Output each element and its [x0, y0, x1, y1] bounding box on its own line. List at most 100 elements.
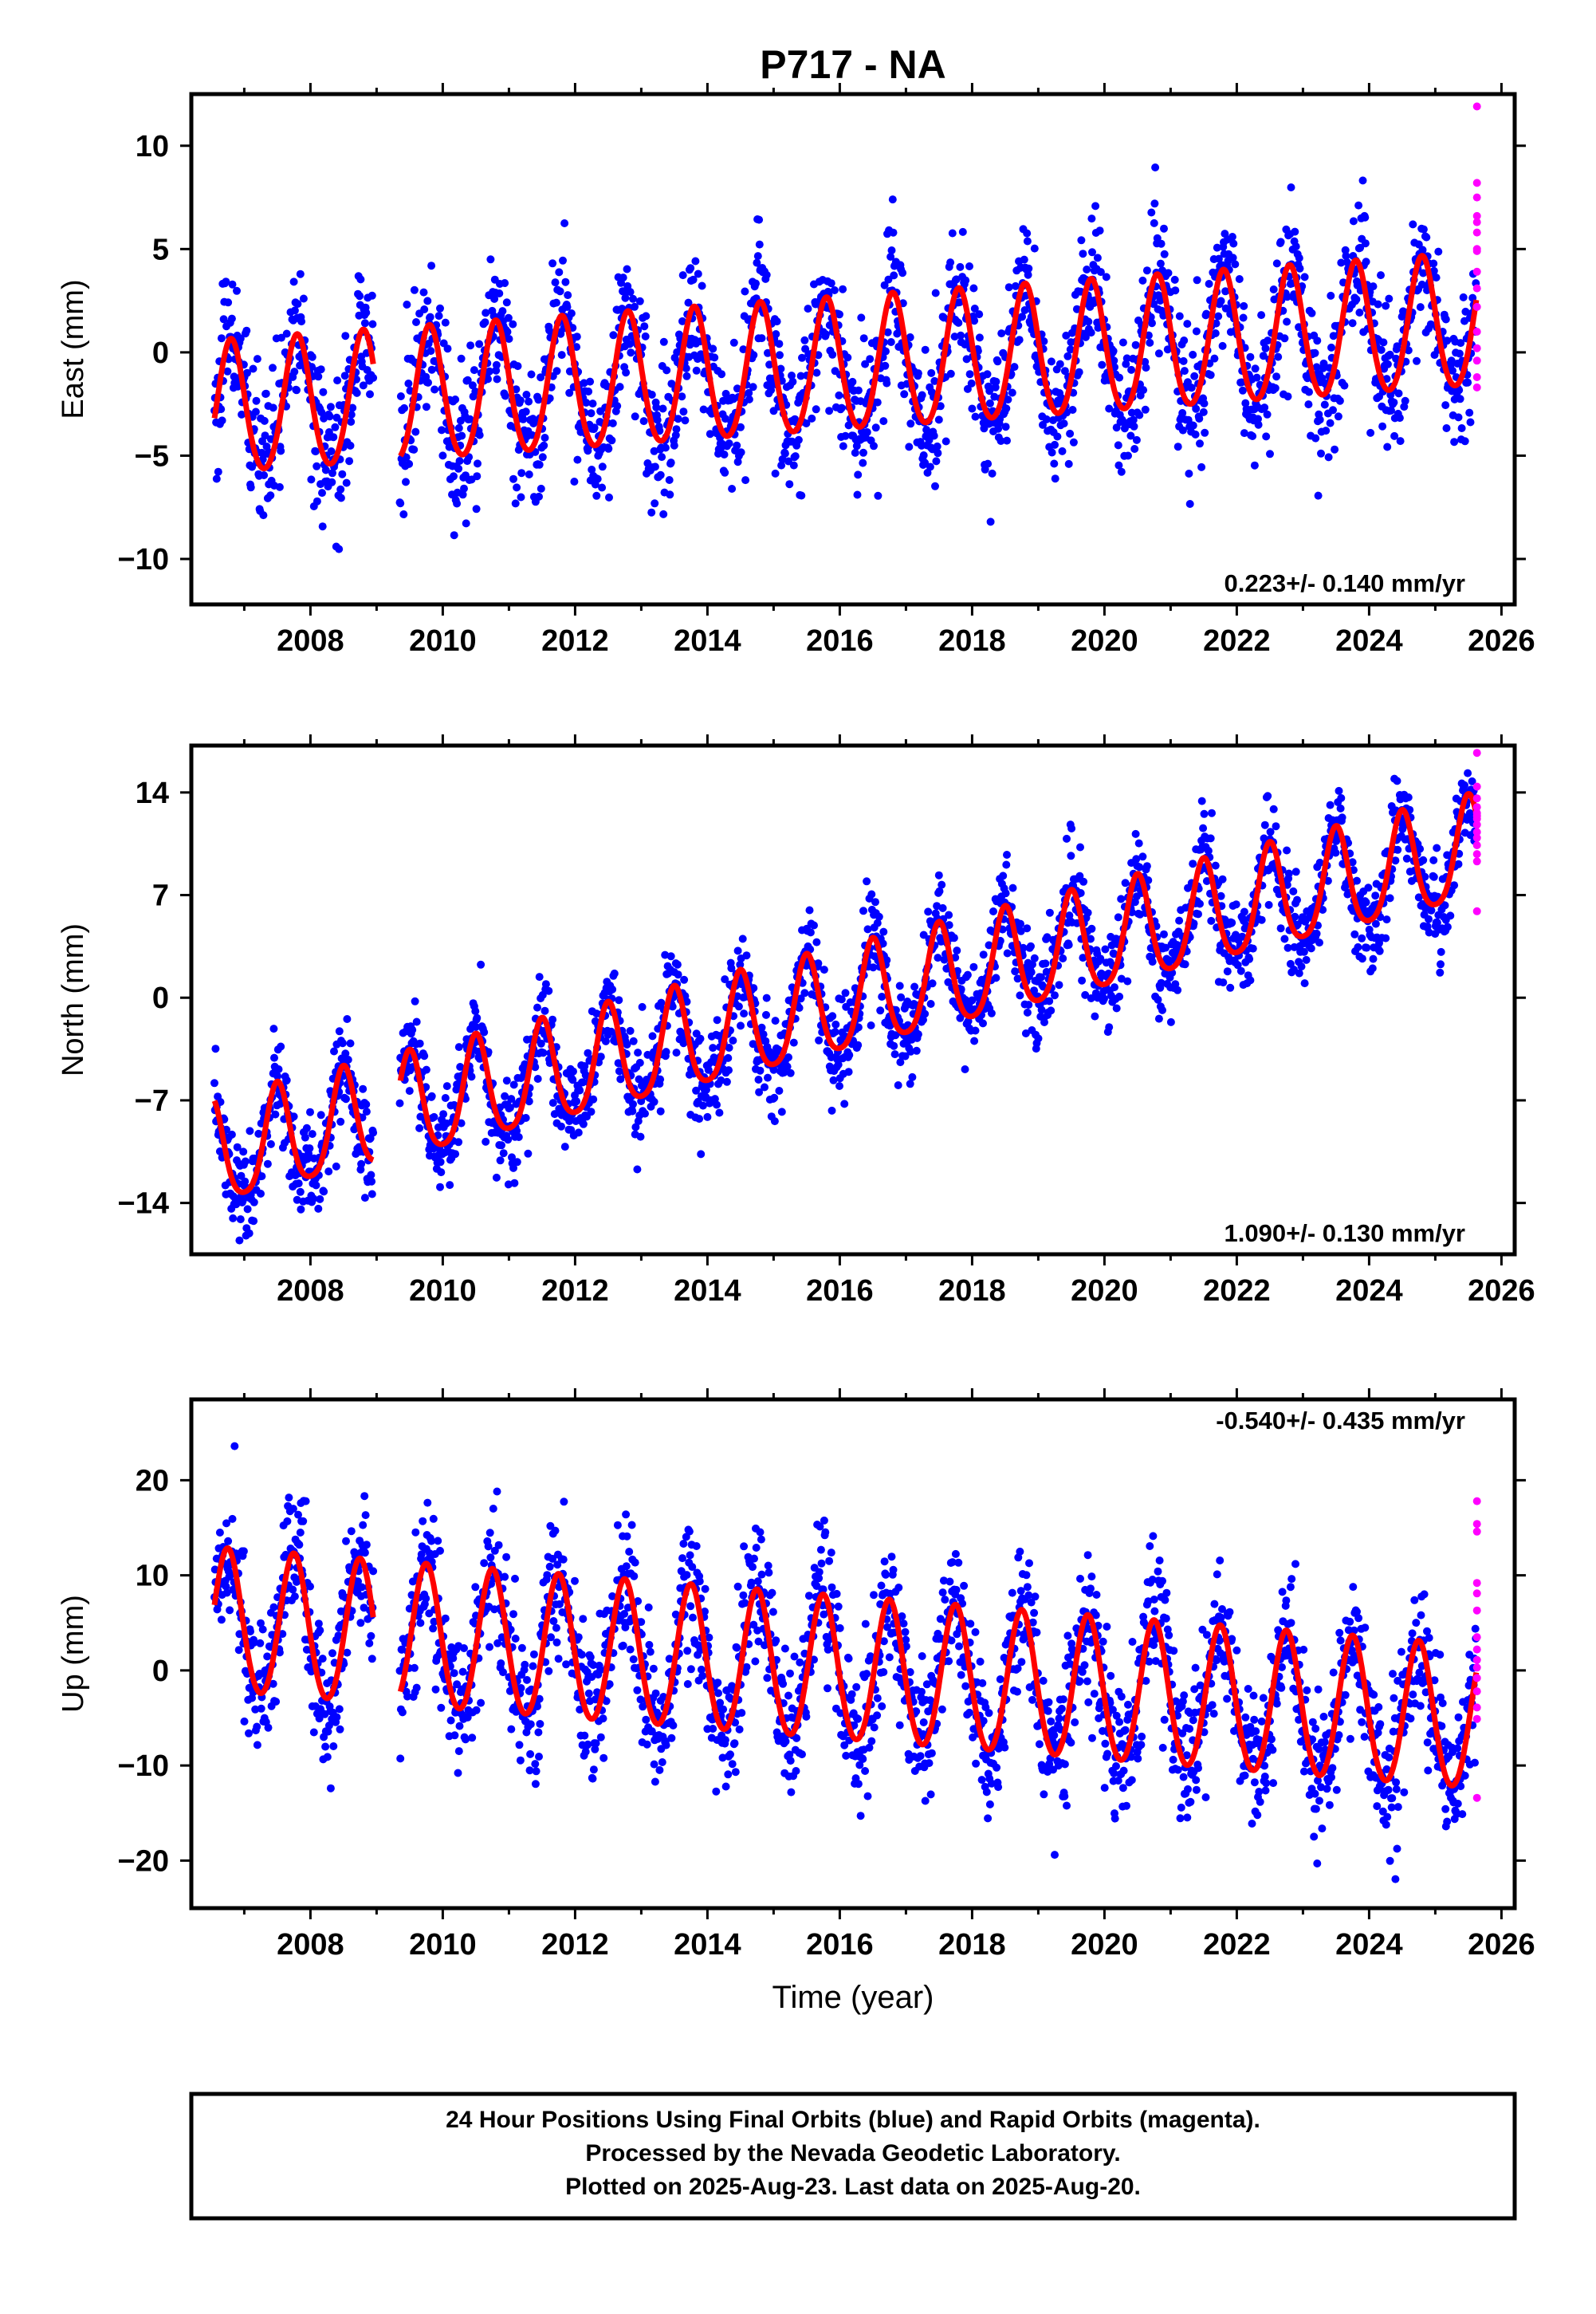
- data-point: [368, 291, 376, 300]
- data-point: [921, 345, 930, 354]
- data-point: [513, 1158, 521, 1167]
- data-point: [556, 287, 564, 296]
- data-point: [1192, 404, 1201, 413]
- data-point: [261, 389, 270, 398]
- data-point: [1218, 875, 1227, 883]
- data-point: [777, 1108, 786, 1116]
- data-point: [1261, 344, 1270, 352]
- data-point: [565, 388, 574, 397]
- data-point: [441, 318, 450, 327]
- data-point: [659, 510, 668, 518]
- data-point: [490, 294, 499, 303]
- data-point: [835, 391, 843, 399]
- data-point: [580, 379, 588, 388]
- data-point: [535, 492, 543, 501]
- chart-title: P717 - NA: [760, 42, 945, 87]
- data-point: [1355, 309, 1364, 317]
- data-point: [437, 1168, 446, 1177]
- data-point: [1433, 844, 1441, 852]
- data-point: [636, 1132, 645, 1141]
- data-point: [314, 1204, 323, 1213]
- data-point: [703, 1112, 712, 1121]
- data-point: [656, 1075, 665, 1084]
- data-point: [297, 317, 306, 326]
- data-point: [1264, 900, 1273, 909]
- data-point: [544, 986, 553, 995]
- data-point: [844, 421, 853, 430]
- data-point: [505, 335, 513, 343]
- data-point: [987, 1009, 996, 1017]
- data-point: [1257, 915, 1266, 924]
- data-point: [369, 1128, 378, 1137]
- data-point: [332, 1162, 340, 1171]
- data-point: [1076, 843, 1084, 852]
- rapid-point: [1472, 373, 1481, 381]
- data-point: [584, 388, 593, 396]
- x-tick-label: 2026: [1468, 624, 1535, 658]
- data-point: [366, 390, 374, 399]
- data-point: [812, 368, 821, 377]
- data-point: [1226, 983, 1235, 992]
- data-point: [499, 1149, 508, 1158]
- data-point: [1437, 960, 1445, 969]
- data-point: [573, 455, 582, 464]
- data-point: [958, 227, 967, 236]
- data-point: [1087, 924, 1096, 933]
- data-point: [1416, 303, 1425, 312]
- data-point: [983, 370, 992, 379]
- data-point: [934, 415, 943, 424]
- data-point: [539, 1049, 548, 1057]
- data-point: [733, 384, 741, 393]
- data-point: [567, 309, 576, 317]
- data-point: [1283, 392, 1292, 401]
- data-point: [921, 1009, 930, 1018]
- data-point: [967, 379, 976, 388]
- data-point: [411, 427, 420, 436]
- data-point: [788, 372, 796, 380]
- data-point: [938, 903, 947, 912]
- data-point: [1197, 462, 1206, 471]
- rapid-point: [1472, 267, 1481, 276]
- data-point: [1334, 412, 1342, 421]
- data-point: [1443, 923, 1452, 931]
- data-point: [1300, 979, 1309, 988]
- data-point: [1352, 295, 1361, 304]
- data-point: [717, 370, 726, 379]
- y-tick-label: 0: [152, 336, 169, 370]
- data-point: [1102, 273, 1111, 281]
- data-point: [360, 1194, 369, 1202]
- data-point: [631, 302, 639, 311]
- data-point: [535, 460, 544, 469]
- data-point: [313, 462, 321, 470]
- x-tick-label: 2012: [541, 624, 609, 658]
- data-point: [822, 330, 830, 339]
- rapid-point: [1472, 841, 1481, 849]
- data-point: [1109, 347, 1118, 356]
- data-point: [658, 404, 667, 413]
- data-point: [1311, 434, 1320, 443]
- data-point: [971, 412, 980, 421]
- data-point: [321, 1742, 330, 1751]
- data-point: [552, 367, 561, 376]
- data-point: [427, 347, 435, 356]
- data-point: [462, 519, 470, 528]
- data-point: [533, 1003, 541, 1012]
- data-point: [443, 344, 452, 353]
- data-point: [950, 333, 959, 341]
- data-point: [692, 366, 701, 375]
- data-point: [1047, 1006, 1055, 1015]
- data-point: [961, 1065, 969, 1073]
- data-point: [1150, 218, 1158, 227]
- data-point: [344, 1056, 352, 1064]
- rapid-point: [1472, 356, 1481, 365]
- data-point: [621, 293, 630, 302]
- data-point: [710, 353, 719, 362]
- data-point: [1395, 414, 1404, 423]
- data-point: [1154, 995, 1162, 1004]
- data-point: [720, 451, 729, 458]
- data-point: [226, 1606, 234, 1615]
- data-point: [330, 1047, 338, 1056]
- data-point: [218, 416, 226, 425]
- data-point: [436, 1183, 444, 1191]
- data-point: [1064, 941, 1073, 949]
